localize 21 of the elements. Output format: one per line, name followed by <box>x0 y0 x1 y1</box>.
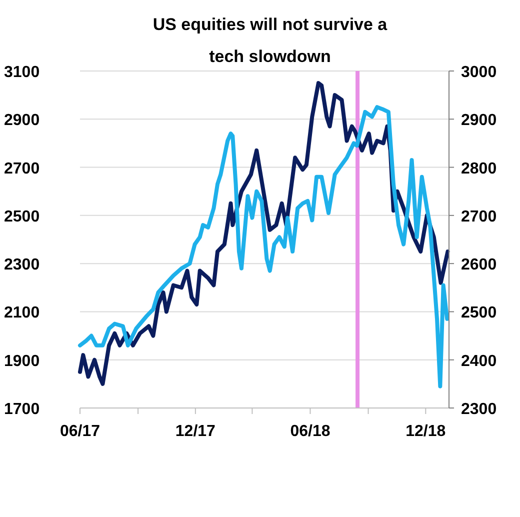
y2-tick-label: 2700 <box>461 208 497 226</box>
y-tick-label: 1900 <box>4 352 40 370</box>
y2-tick-label: 2900 <box>461 112 497 130</box>
chart-title: US equities will not survive a tech slowdown <box>152 15 388 66</box>
y-tick-label: 2100 <box>4 304 40 322</box>
y2-tick-label: 2400 <box>461 352 497 370</box>
y-tick-label: 1700 <box>4 401 40 418</box>
x-tick-label: 06/18 <box>290 423 330 440</box>
y2-tick-label: 3000 <box>461 64 497 81</box>
y2-tick-label: 2500 <box>461 304 497 322</box>
x-tick-label: 12/17 <box>175 423 216 440</box>
y-tick-label: 3100 <box>4 64 40 81</box>
y-tick-label: 2300 <box>4 256 40 274</box>
y-tick-label: 2700 <box>4 160 40 178</box>
x-tick-label: 12/18 <box>406 423 446 440</box>
y2-tick-label: 2600 <box>461 256 497 274</box>
y-tick-label: 2900 <box>4 112 40 130</box>
y-tick-label: 2500 <box>4 208 40 226</box>
y2-tick-label: 2300 <box>461 401 497 418</box>
y2-tick-label: 2800 <box>461 160 497 178</box>
x-tick-label: 06/17 <box>60 423 100 440</box>
